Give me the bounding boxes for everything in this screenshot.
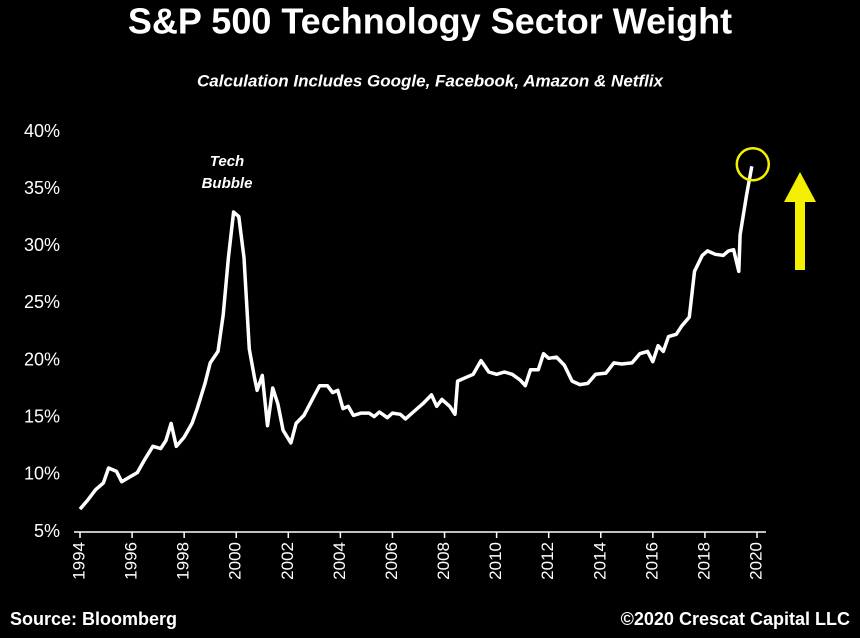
chart-subtitle: Calculation Includes Google, Facebook, A… bbox=[197, 71, 665, 90]
x-tick-label: 2012 bbox=[538, 542, 557, 580]
x-tick-label: 1994 bbox=[69, 542, 88, 580]
y-tick-label: 10% bbox=[24, 464, 60, 484]
x-tick-label: 2008 bbox=[434, 542, 453, 580]
x-tick-label: 2000 bbox=[226, 542, 245, 580]
line bbox=[78, 165, 754, 511]
x-tick-label: 1996 bbox=[122, 542, 141, 580]
x-tick-label: 2006 bbox=[382, 542, 401, 580]
x-tick-label: 2014 bbox=[590, 542, 609, 580]
x-tick-label: 2004 bbox=[330, 542, 349, 580]
credit: ©2020 Crescat Capital LLC bbox=[621, 609, 850, 629]
y-tick-label: 5% bbox=[34, 521, 60, 541]
y-tick-label: 35% bbox=[24, 178, 60, 198]
x-tick-label: 2010 bbox=[486, 542, 505, 580]
source: Source: Bloomberg bbox=[10, 609, 177, 629]
x-tick-label: 2018 bbox=[694, 542, 713, 580]
annotation: Tech bbox=[210, 153, 244, 170]
x-tick-label: 2016 bbox=[642, 542, 661, 580]
y-tick-label: 25% bbox=[24, 292, 60, 312]
y-tick-label: 40% bbox=[24, 121, 60, 141]
arrow bbox=[784, 172, 816, 270]
highlight-circle bbox=[735, 147, 771, 182]
y-tick-label: 20% bbox=[24, 349, 60, 369]
y-tick-label: 15% bbox=[24, 406, 60, 426]
x-tick-label: 2002 bbox=[278, 542, 297, 580]
x-tick-label: 1998 bbox=[174, 542, 193, 580]
y-tick-label: 30% bbox=[24, 235, 60, 255]
annotation: Bubble bbox=[202, 175, 253, 192]
chart-title: S&P 500 Technology Sector Weight bbox=[128, 1, 732, 42]
x-tick-label: 2020 bbox=[746, 542, 765, 580]
